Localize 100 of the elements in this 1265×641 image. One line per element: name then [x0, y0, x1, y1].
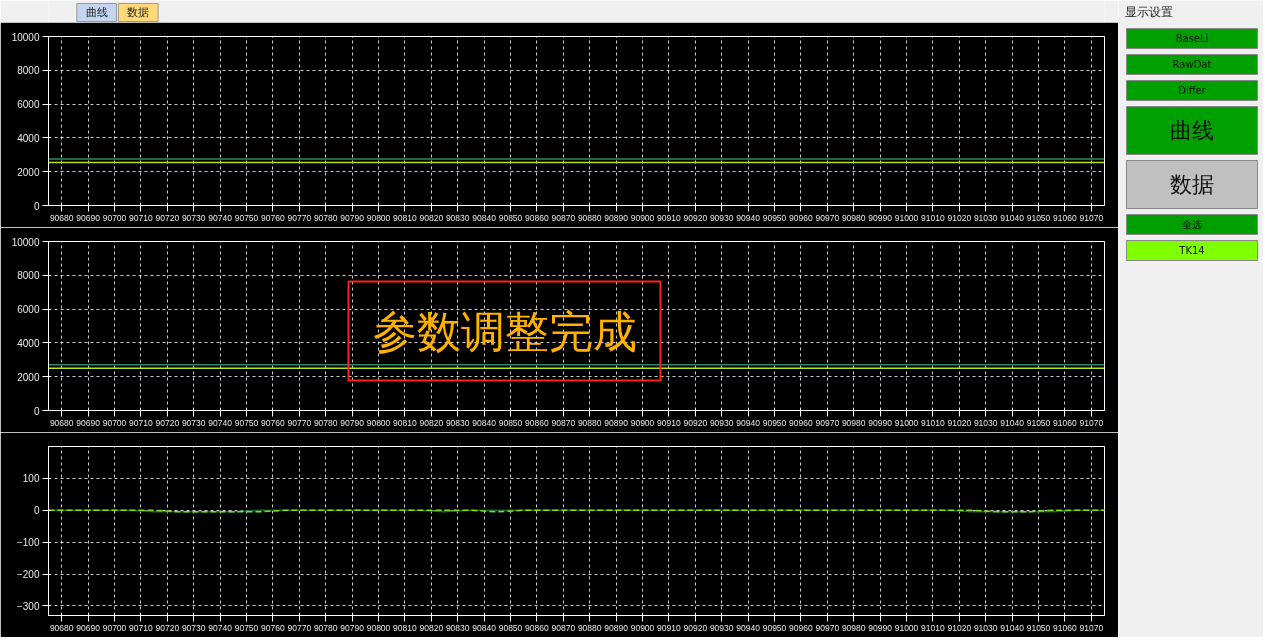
x-tick-label: 90760: [261, 622, 285, 633]
x-tick-label: 90930: [709, 417, 734, 428]
x-tick-label: 90780: [313, 212, 338, 223]
x-tick-label: 90960: [789, 622, 813, 633]
x-tick-label: 90690: [76, 417, 101, 428]
x-tick-label: 91030: [973, 622, 998, 633]
x-tick-label: 90950: [762, 622, 787, 633]
x-tick-label: 91020: [947, 212, 972, 223]
x-tick-label: 90980: [841, 212, 866, 223]
x-tick-label: 90920: [683, 622, 708, 633]
x-tick-label: 90780: [313, 417, 338, 428]
x-tick-label: 90840: [472, 417, 497, 428]
y-tick-label: 0: [33, 405, 40, 417]
x-tick-label: 90850: [498, 212, 523, 223]
annotation: 参数调整完成: [372, 305, 637, 357]
x-tick-label: 90900: [630, 622, 655, 633]
x-tick-label: 90830: [445, 417, 470, 428]
y-tick-label: 4000: [17, 132, 40, 144]
x-tick-label: 90720: [155, 212, 180, 223]
x-tick-label: 90770: [287, 212, 312, 223]
x-tick-label: 91070: [1079, 622, 1104, 633]
y-tick-label: 100: [22, 473, 40, 485]
x-tick-label: 90730: [181, 212, 206, 223]
x-tick-label: 90710: [129, 622, 153, 633]
x-tick-label: 90800: [366, 622, 391, 633]
x-tick-label: 90960: [789, 212, 813, 223]
text: 曲线: [85, 6, 108, 19]
x-tick-label: 90730: [181, 622, 206, 633]
x-tick-label: 90760: [261, 417, 285, 428]
x-tick-label: 91020: [947, 417, 972, 428]
x-tick-label: 90860: [525, 212, 549, 223]
x-tick-label: 90970: [815, 622, 840, 633]
y-tick-label: 8000: [17, 270, 40, 282]
text: 数据: [127, 6, 150, 19]
x-tick-label: 90880: [577, 622, 602, 633]
x-tick-label: 90910: [657, 212, 681, 223]
x-tick-label: 90790: [340, 212, 365, 223]
x-tick-label: 90840: [472, 622, 497, 633]
y-tick-label: 6000: [17, 99, 40, 111]
x-tick-label: 90810: [393, 417, 417, 428]
x-tick-label: 90870: [551, 417, 576, 428]
x-tick-label: 90920: [683, 212, 708, 223]
x-tick-label: 90820: [419, 417, 444, 428]
x-tick-label: 90770: [287, 417, 312, 428]
x-tick-label: 90940: [736, 622, 761, 633]
x-tick-label: 90700: [102, 212, 127, 223]
x-tick-label: 90800: [366, 417, 391, 428]
x-tick-label: 90930: [709, 212, 734, 223]
x-tick-label: 90820: [419, 212, 444, 223]
x-tick-label: 90770: [287, 622, 312, 633]
x-tick-label: 90910: [657, 417, 681, 428]
y-tick-label: −200: [16, 569, 40, 581]
x-tick-label: 90820: [419, 622, 444, 633]
x-tick-label: 90950: [762, 212, 787, 223]
y-tick-label: 2000: [17, 166, 40, 178]
x-tick-label: 90920: [683, 417, 708, 428]
x-tick-label: 90740: [208, 622, 233, 633]
x-tick-label: 90730: [181, 417, 206, 428]
x-tick-label: 90750: [234, 622, 259, 633]
y-tick-label: 4000: [17, 337, 40, 349]
x-tick-label: 90800: [366, 212, 391, 223]
x-tick-label: 91060: [1053, 212, 1077, 223]
text: TK14: [1178, 245, 1205, 256]
text: 曲线: [1170, 118, 1214, 143]
x-tick-label: 90720: [155, 417, 180, 428]
y-tick-label: 2000: [17, 371, 40, 383]
x-tick-label: 90680: [49, 212, 74, 223]
x-tick-label: 90720: [155, 622, 180, 633]
x-tick-label: 90680: [49, 622, 74, 633]
x-tick-label: 90860: [525, 622, 549, 633]
y-tick-label: 6000: [17, 304, 40, 316]
x-tick-label: 90990: [868, 212, 893, 223]
x-tick-label: 90830: [445, 212, 470, 223]
x-tick-label: 90960: [789, 417, 813, 428]
x-tick-label: 90950: [762, 417, 787, 428]
x-tick-label: 91000: [894, 622, 919, 633]
x-tick-label: 91010: [921, 417, 945, 428]
x-tick-label: 90780: [313, 622, 338, 633]
x-tick-label: 90750: [234, 417, 259, 428]
x-tick-label: 90810: [393, 212, 417, 223]
x-tick-label: 90970: [815, 212, 840, 223]
x-tick-label: 91020: [947, 622, 972, 633]
x-tick-label: 91030: [973, 417, 998, 428]
x-tick-label: 90760: [261, 212, 285, 223]
x-tick-label: 90970: [815, 417, 840, 428]
text: 显示设置: [1124, 4, 1173, 19]
x-tick-label: 90940: [736, 212, 761, 223]
x-tick-label: 91040: [1000, 417, 1025, 428]
x-tick-label: 90850: [498, 622, 523, 633]
x-tick-label: 90790: [340, 417, 365, 428]
x-tick-label: 90990: [868, 622, 893, 633]
y-tick-label: −100: [16, 537, 40, 549]
x-tick-label: 91000: [894, 417, 919, 428]
x-tick-label: 90710: [129, 212, 153, 223]
x-tick-label: 91010: [921, 212, 945, 223]
x-tick-label: 90980: [841, 417, 866, 428]
x-tick-label: 90810: [393, 622, 417, 633]
x-tick-label: 90690: [76, 622, 101, 633]
x-tick-label: 91070: [1079, 417, 1104, 428]
x-tick-label: 90980: [841, 622, 866, 633]
